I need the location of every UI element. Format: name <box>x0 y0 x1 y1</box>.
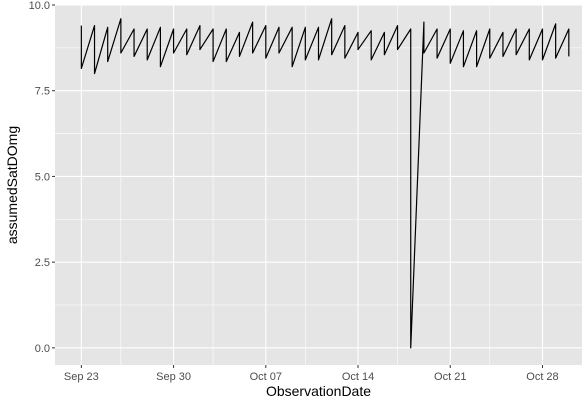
x-tick-label: Sep 30 <box>156 371 191 383</box>
y-tick-label: 7.5 <box>35 86 50 98</box>
y-axis-title: assumedSatDOmg <box>4 126 20 244</box>
series-line <box>80 18 570 349</box>
grid-minor <box>55 5 582 365</box>
x-tick-label: Sep 23 <box>64 371 99 383</box>
x-tick-label: Oct 07 <box>250 371 282 383</box>
y-tick-label: 2.5 <box>35 257 50 269</box>
x-tick-label: Oct 21 <box>434 371 466 383</box>
grid-major <box>55 4 582 365</box>
y-tick-label: 10.0 <box>29 0 50 12</box>
y-tick-label: 0.0 <box>35 343 50 355</box>
x-tick-label: Oct 14 <box>342 371 374 383</box>
series-layer <box>80 18 570 349</box>
y-axis: 0.0 2.5 5.0 7.5 10.0 <box>29 0 55 355</box>
y-tick-label: 5.0 <box>35 171 50 183</box>
x-axis-title: ObservationDate <box>266 383 371 399</box>
x-tick-label: Oct 28 <box>526 371 558 383</box>
x-axis: Sep 23 Sep 30 Oct 07 Oct 14 Oct 21 Oct 28 <box>64 365 559 383</box>
